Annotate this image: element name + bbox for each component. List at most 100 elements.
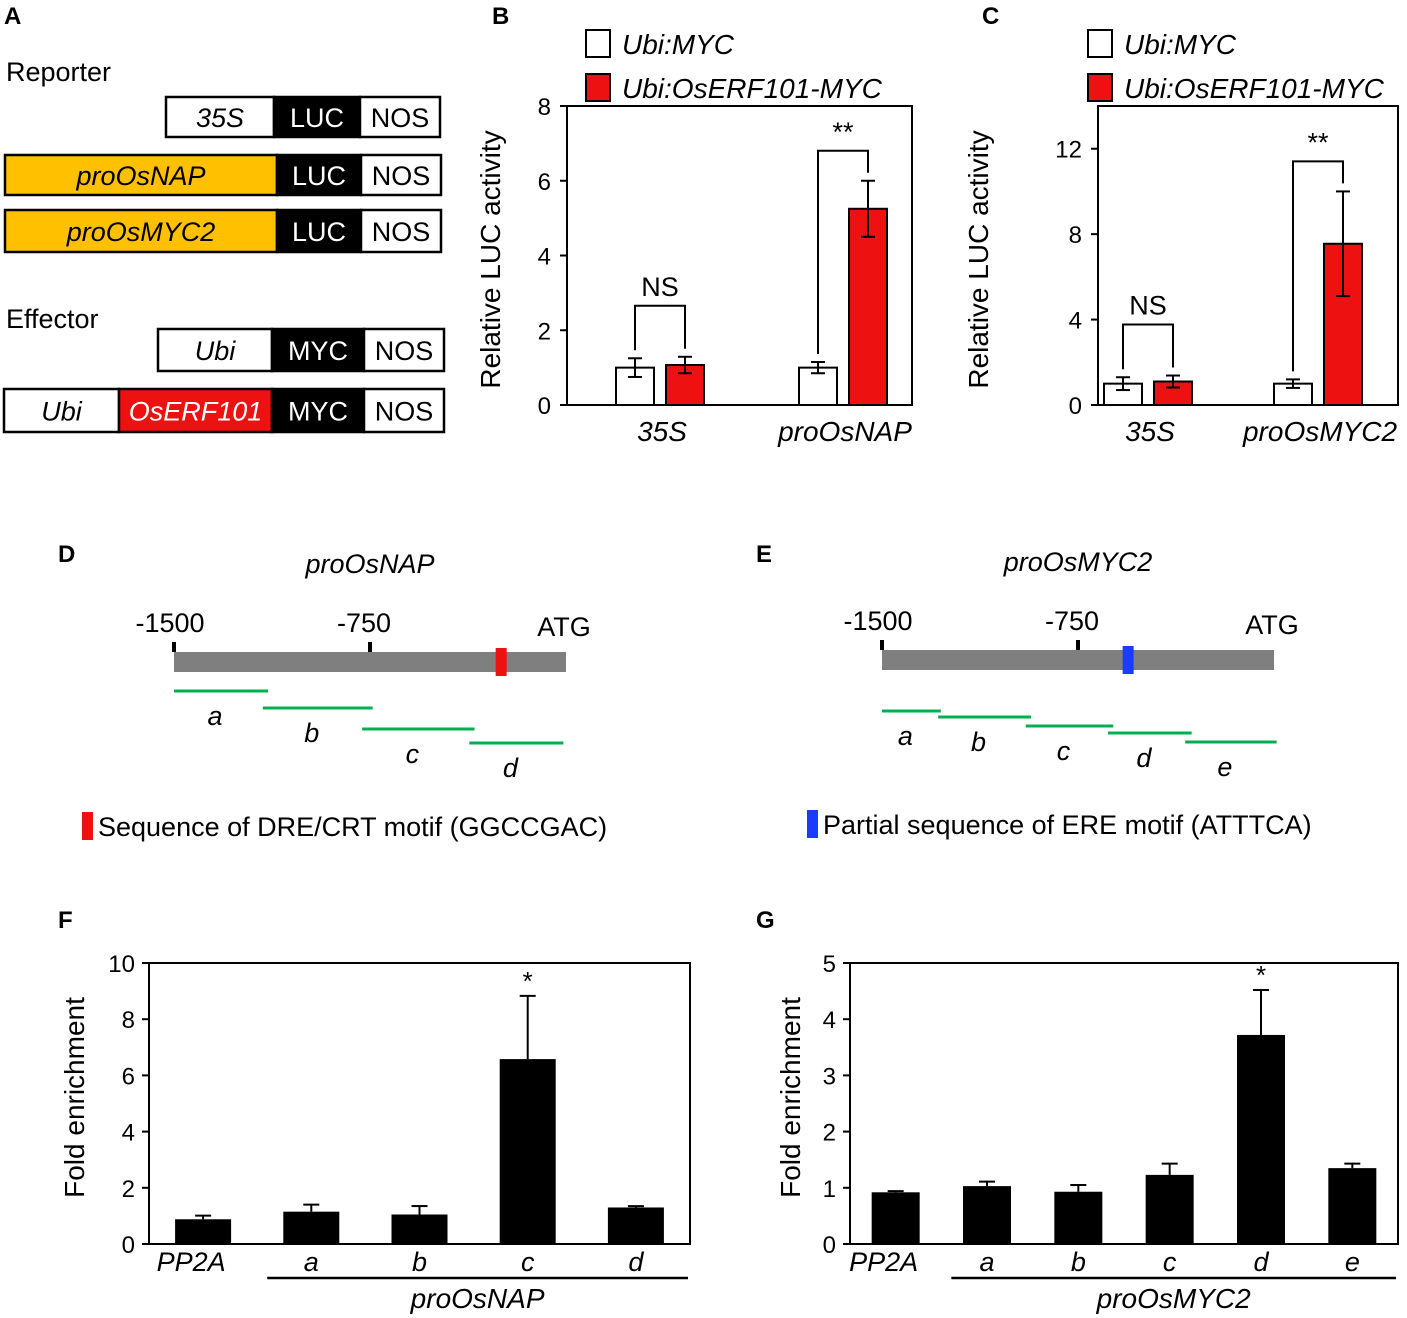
promoter-map-proosmyc2: proOsMYC2 -1500 -750 ATG a b c d e Partial seque… bbox=[807, 547, 1312, 840]
construct-label: OsERF101 bbox=[129, 397, 263, 427]
x-category-label: proOsNAP bbox=[777, 416, 912, 447]
bar bbox=[963, 1186, 1011, 1244]
atg-label: ATG bbox=[537, 612, 591, 642]
fragment-label: e bbox=[1217, 752, 1232, 782]
bar-ubi-oserf101-myc bbox=[848, 207, 888, 406]
legend-motif-swatch bbox=[82, 812, 93, 840]
construct-segment-effector-ubi-oserf101-myc-1 bbox=[117, 387, 274, 434]
motif-legend-text: Partial sequence of ERE motif (ATTTCA) bbox=[823, 810, 1312, 840]
construct-label: Ubi bbox=[41, 397, 83, 427]
panel-label-d: D bbox=[58, 541, 75, 568]
legend-label: Ubi:MYC bbox=[622, 29, 735, 60]
construct-segment-reporter-35s-0 bbox=[164, 95, 276, 139]
y-tick-label: 12 bbox=[1055, 137, 1082, 164]
bar bbox=[1237, 1034, 1285, 1244]
legend-swatch bbox=[1087, 73, 1113, 102]
y-tick-label: 6 bbox=[122, 1063, 135, 1090]
bar bbox=[175, 1219, 232, 1244]
construct-segment-reporter-35s-2 bbox=[358, 95, 442, 139]
y-tick-label: 0 bbox=[823, 1232, 836, 1259]
construct-segment-effector-ubi-myc-2 bbox=[362, 327, 446, 373]
construct-segment-reporter-proosmyc2-2 bbox=[359, 208, 443, 254]
y-tick-label: 8 bbox=[1069, 222, 1082, 249]
construct-segment-effector-ubi-oserf101-myc-0 bbox=[2, 387, 121, 434]
construct-segment-reporter-proosmyc2-1 bbox=[275, 208, 363, 254]
bar bbox=[499, 1059, 556, 1244]
y-tick-label: 0 bbox=[122, 1232, 135, 1259]
legend-label: Ubi:MYC bbox=[1124, 29, 1237, 60]
motif-marker bbox=[1122, 646, 1134, 674]
legend-swatch bbox=[585, 73, 611, 102]
y-tick-label: 0 bbox=[538, 393, 551, 420]
x-category-label: a bbox=[304, 1247, 319, 1277]
y-tick-label: 4 bbox=[122, 1120, 135, 1147]
construct-label: NOS bbox=[372, 161, 431, 191]
bar bbox=[391, 1214, 448, 1244]
fragment-label: d bbox=[1136, 743, 1152, 773]
significance-bracket bbox=[634, 304, 686, 351]
construct-label: LUC bbox=[292, 217, 346, 247]
significance-label: * bbox=[523, 966, 533, 996]
construct-diagram-panel: Reporter Effector 35S LUC NOS proOsNAP LUC NO… bbox=[2, 57, 446, 434]
y-tick-label: 2 bbox=[823, 1120, 836, 1147]
construct-segment-effector-ubi-myc-0 bbox=[156, 327, 274, 373]
construct-label: 35S bbox=[196, 103, 244, 133]
promoter-tick-label: -1500 bbox=[135, 608, 204, 638]
x-category-label: e bbox=[1345, 1247, 1360, 1277]
panel-label-e: E bbox=[756, 541, 772, 568]
motif-legend-text: Sequence of DRE/CRT motif (GGCCGAC) bbox=[98, 812, 607, 842]
promoter-bar bbox=[882, 650, 1274, 670]
bar bbox=[607, 1207, 664, 1244]
fold-enrichment-chart-f: 0 2 4 6 8 10 Fold enrichment PP2A a b * c d proOsNAP bbox=[59, 951, 691, 1314]
effector-heading: Effector bbox=[6, 304, 99, 334]
x-category-label: b bbox=[1071, 1247, 1086, 1277]
bar-ubi-oserf101-myc bbox=[665, 364, 705, 407]
construct-segment-reporter-proosnap-1 bbox=[275, 153, 363, 197]
x-category-label: c bbox=[521, 1247, 535, 1277]
fragment-label: c bbox=[406, 739, 420, 769]
promoter-map-proosnap: proOsNAP -1500 -750 ATG a b c d Sequence of DRE… bbox=[82, 549, 607, 842]
x-category-label: d bbox=[1253, 1247, 1269, 1277]
atg-label: ATG bbox=[1245, 610, 1299, 640]
significance-label: NS bbox=[1129, 291, 1167, 321]
luc-activity-chart-b: 0 2 4 6 8 Relative LUC activity Ubi:MYC Ubi:OsE… bbox=[475, 29, 913, 447]
construct-segment-effector-ubi-oserf101-myc-3 bbox=[362, 387, 446, 434]
construct-segment-reporter-proosmyc2-0 bbox=[3, 208, 279, 254]
fragment-label: b bbox=[971, 727, 986, 757]
fragment-label: d bbox=[503, 753, 519, 783]
construct-label: LUC bbox=[292, 161, 346, 191]
construct-label: Ubi bbox=[195, 336, 237, 366]
y-tick-label: 8 bbox=[538, 94, 551, 121]
construct-label: LUC bbox=[290, 103, 344, 133]
y-tick-label: 3 bbox=[823, 1063, 836, 1090]
construct-label: NOS bbox=[371, 103, 430, 133]
plot-frame bbox=[148, 962, 691, 1245]
promoter-map-title: proOsNAP bbox=[304, 549, 434, 579]
bar bbox=[871, 1192, 920, 1244]
fragment-label: b bbox=[304, 718, 319, 748]
y-tick-label: 5 bbox=[823, 951, 836, 978]
group-label: proOsMYC2 bbox=[1096, 1283, 1251, 1314]
y-tick-label: 2 bbox=[122, 1176, 135, 1203]
x-category-label: a bbox=[979, 1247, 994, 1277]
bar bbox=[283, 1211, 340, 1244]
y-axis-label: Fold enrichment bbox=[775, 997, 806, 1198]
y-tick-label: 1 bbox=[823, 1176, 836, 1203]
group-label: proOsNAP bbox=[410, 1283, 545, 1314]
legend-motif-swatch bbox=[807, 810, 818, 838]
significance-bracket bbox=[1292, 160, 1344, 372]
y-axis-label: Fold enrichment bbox=[59, 997, 90, 1198]
legend-swatch bbox=[585, 29, 611, 58]
y-tick-label: 4 bbox=[538, 244, 551, 271]
fold-enrichment-chart-g: 0 1 2 3 4 5 Fold enrichment PP2A a b c * d e proOsMYC2 bbox=[775, 951, 1399, 1314]
y-tick-label: 6 bbox=[538, 169, 551, 196]
y-tick-label: 4 bbox=[1069, 308, 1082, 335]
fragment-label: a bbox=[898, 721, 913, 751]
motif-marker bbox=[495, 648, 507, 676]
promoter-tick-label: -750 bbox=[337, 608, 391, 638]
promoter-bar bbox=[174, 652, 566, 672]
significance-bracket bbox=[1122, 323, 1174, 370]
reporter-heading: Reporter bbox=[6, 57, 111, 87]
construct-label: proOsNAP bbox=[75, 161, 205, 191]
